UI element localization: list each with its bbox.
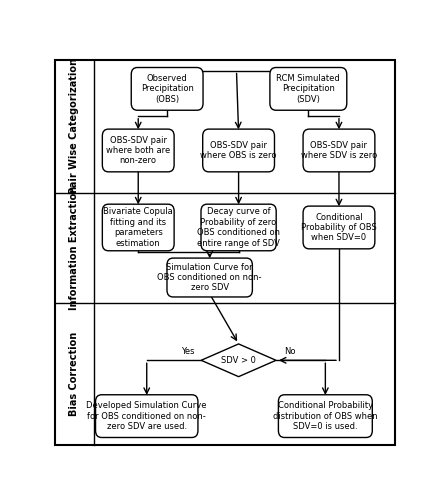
FancyBboxPatch shape xyxy=(131,68,203,110)
Text: Decay curve of
Probability of zero
OBS conditioned on
entire range of SDV: Decay curve of Probability of zero OBS c… xyxy=(197,208,279,248)
Text: Pair Wise Categorization: Pair Wise Categorization xyxy=(69,58,79,194)
Text: No: No xyxy=(283,346,295,356)
Text: Bias Correction: Bias Correction xyxy=(69,332,79,416)
FancyBboxPatch shape xyxy=(202,129,274,172)
Text: Conditional
Probability of OBS
when SDV=0: Conditional Probability of OBS when SDV=… xyxy=(300,212,376,242)
FancyBboxPatch shape xyxy=(302,206,374,249)
Text: Conditional Probability
distribution of OBS when
SDV=0 is used.: Conditional Probability distribution of … xyxy=(272,401,377,431)
FancyBboxPatch shape xyxy=(102,204,174,251)
Text: Simulation Curve for
OBS conditioned on non-
zero SDV: Simulation Curve for OBS conditioned on … xyxy=(157,262,261,292)
Text: RCM Simulated
Precipitation
(SDV): RCM Simulated Precipitation (SDV) xyxy=(276,74,339,104)
FancyBboxPatch shape xyxy=(102,129,174,172)
FancyBboxPatch shape xyxy=(95,395,198,438)
Text: SDV > 0: SDV > 0 xyxy=(221,356,255,365)
FancyBboxPatch shape xyxy=(269,68,346,110)
FancyBboxPatch shape xyxy=(166,258,252,297)
Text: Yes: Yes xyxy=(180,346,194,356)
Text: Bivariate Copula
fitting and its
parameters
estimation: Bivariate Copula fitting and its paramet… xyxy=(103,208,173,248)
Text: Developed Simulation Curve
for OBS conditioned on non-
zero SDV are used.: Developed Simulation Curve for OBS condi… xyxy=(86,401,206,431)
Text: OBS-SDV pair
where both are
non-zero: OBS-SDV pair where both are non-zero xyxy=(106,136,170,166)
Text: OBS-SDV pair
where OBS is zero: OBS-SDV pair where OBS is zero xyxy=(200,141,276,160)
Polygon shape xyxy=(201,344,276,376)
FancyBboxPatch shape xyxy=(278,395,371,438)
FancyBboxPatch shape xyxy=(302,129,374,172)
Text: OBS-SDV pair
where SDV is zero: OBS-SDV pair where SDV is zero xyxy=(300,141,376,160)
Text: Observed
Precipitation
(OBS): Observed Precipitation (OBS) xyxy=(141,74,193,104)
Text: Information Extraction: Information Extraction xyxy=(69,186,79,310)
FancyBboxPatch shape xyxy=(201,204,276,251)
